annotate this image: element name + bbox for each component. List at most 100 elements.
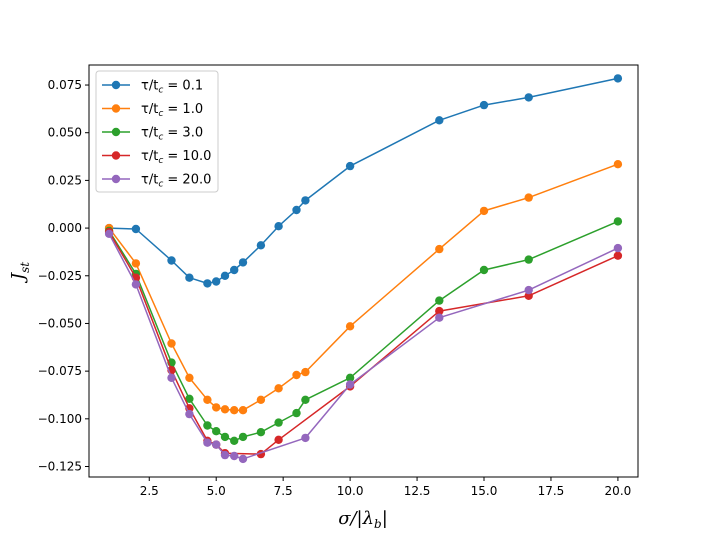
data-point	[435, 296, 444, 305]
data-point	[167, 339, 176, 348]
data-point	[613, 243, 623, 253]
data-point	[212, 427, 221, 436]
data-point	[613, 217, 623, 226]
data-point	[613, 74, 623, 83]
data-point	[274, 418, 283, 427]
data-point	[274, 384, 283, 393]
data-point	[185, 273, 194, 282]
data-point	[274, 435, 283, 444]
legend-label: τ/tc = 1.0	[141, 102, 203, 119]
data-point	[230, 406, 239, 415]
data-point	[220, 432, 230, 442]
data-point	[345, 373, 355, 382]
y-tick-label: −0.100	[38, 412, 82, 426]
y-tick-label: −0.025	[38, 269, 82, 283]
y-tick-label: 0.025	[48, 173, 82, 187]
data-point	[301, 196, 310, 205]
series-layer	[104, 74, 623, 464]
data-point	[131, 259, 141, 268]
data-point	[345, 380, 355, 389]
data-point	[301, 395, 310, 404]
data-point	[274, 222, 283, 231]
legend-label: τ/tc = 20.0	[141, 173, 211, 190]
data-point	[292, 370, 301, 380]
x-tick-label: 20.0	[605, 484, 632, 498]
data-point	[230, 451, 239, 461]
data-point	[185, 409, 194, 419]
data-point	[256, 428, 266, 437]
y-tick-label: 0.075	[48, 78, 82, 92]
y-tick-label: −0.050	[38, 316, 82, 330]
data-point	[301, 367, 310, 377]
data-point	[256, 241, 266, 250]
data-point	[345, 322, 355, 331]
plot-frame	[88, 64, 639, 478]
legend-marker	[111, 80, 121, 90]
y-tick-label: 0.050	[48, 126, 82, 140]
x-axis: 2.5 5.0 7.5 10.0 12.5 15.0 17.5 20.0	[140, 477, 632, 498]
series-3	[104, 217, 623, 445]
data-point	[479, 206, 489, 216]
legend-label: τ/tc = 3.0	[141, 126, 203, 143]
data-point	[203, 421, 212, 430]
data-point	[524, 285, 533, 295]
data-point	[212, 403, 221, 412]
data-point	[185, 394, 194, 403]
data-point	[203, 279, 212, 288]
data-point	[220, 405, 230, 414]
data-point	[212, 440, 221, 449]
data-point	[479, 100, 489, 110]
x-tick-label: 7.5	[274, 484, 293, 498]
legend-marker	[111, 104, 121, 113]
data-point	[230, 265, 239, 275]
legend-label: τ/tc = 10.0	[141, 149, 211, 166]
data-point	[435, 313, 444, 322]
legend-item: τ/tc = 1.0	[102, 102, 203, 119]
data-point	[613, 251, 623, 260]
legend-marker	[111, 151, 121, 160]
legend-marker	[111, 127, 121, 137]
y-axis: −0.125 −0.100 −0.075 −0.050 −0.025 0.000 0.025…	[38, 78, 89, 474]
data-point	[167, 256, 176, 265]
data-point	[104, 229, 114, 238]
x-tick-label: 17.5	[538, 484, 565, 498]
data-point	[292, 408, 301, 418]
x-tick-label: 15.0	[471, 484, 498, 498]
data-point	[345, 161, 355, 171]
data-point	[212, 277, 221, 286]
x-tick-label: 5.0	[207, 484, 226, 498]
data-point	[524, 93, 533, 102]
data-point	[301, 433, 310, 443]
data-point	[185, 373, 194, 382]
legend: τ/tc = 0.1 τ/tc = 1.0 τ/tc = 3.0 τ/tc = 10.…	[95, 70, 219, 193]
data-point	[238, 432, 248, 442]
data-point	[238, 406, 248, 415]
data-point	[131, 224, 141, 234]
x-tick-label: 2.5	[140, 484, 159, 498]
legend-label: τ/tc = 0.1	[141, 79, 203, 96]
legend-frame	[95, 70, 219, 193]
data-point	[238, 258, 248, 267]
y-tick-label: −0.125	[38, 460, 82, 474]
data-point	[479, 265, 489, 275]
series-5	[104, 229, 623, 464]
series-line	[108, 220, 619, 442]
data-point	[292, 205, 301, 215]
x-tick-label: 10.0	[337, 484, 364, 498]
legend-item: τ/tc = 10.0	[102, 149, 211, 166]
legend-item: τ/tc = 20.0	[102, 173, 211, 190]
data-point	[220, 450, 230, 460]
legend-item: τ/tc = 0.1	[102, 79, 203, 96]
data-point	[435, 306, 444, 316]
data-point	[203, 438, 212, 447]
data-point	[230, 436, 239, 445]
data-point	[613, 160, 623, 169]
y-tick-label: 0.000	[48, 221, 82, 235]
legend-item: τ/tc = 3.0	[102, 126, 203, 143]
data-point	[256, 395, 266, 404]
data-point	[131, 280, 141, 289]
data-point	[238, 454, 248, 464]
x-tick-label: 12.5	[404, 484, 431, 498]
series-line	[108, 163, 619, 411]
